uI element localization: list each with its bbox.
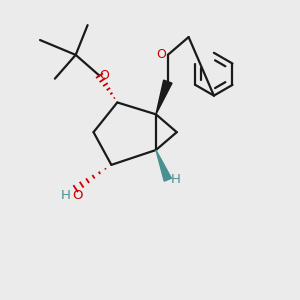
Text: H: H (171, 173, 181, 186)
Text: H: H (60, 189, 70, 202)
Text: O: O (100, 69, 110, 82)
Polygon shape (156, 150, 171, 181)
Text: O: O (156, 48, 166, 62)
Polygon shape (156, 80, 172, 114)
Text: O: O (72, 189, 83, 202)
